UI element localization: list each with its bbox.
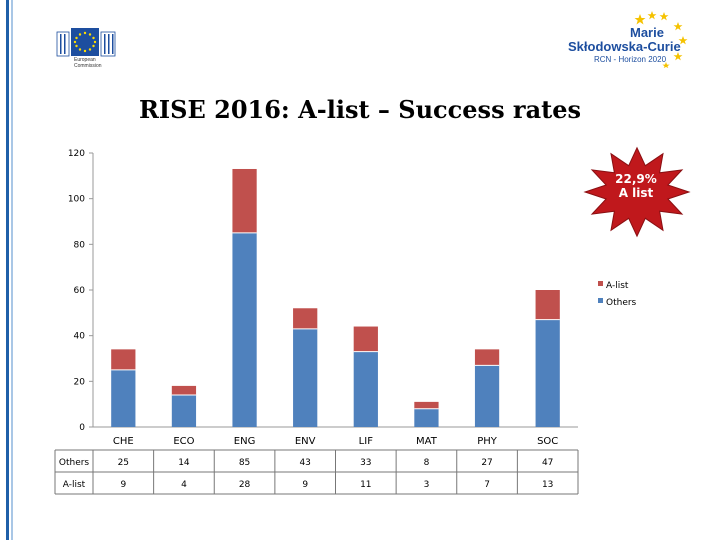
x-tick-label: ENV bbox=[295, 436, 316, 447]
x-tick-label: ECO bbox=[173, 436, 194, 447]
bar-others bbox=[111, 369, 136, 427]
left-border bbox=[0, 0, 18, 540]
x-tick-label: ENG bbox=[234, 436, 256, 447]
burst-percentage: 22,9% bbox=[615, 172, 657, 186]
y-tick-label: 60 bbox=[74, 286, 86, 296]
marie-curie-title-line2: Skłodowska-Curie bbox=[568, 39, 681, 54]
ec-line2: Commission bbox=[74, 63, 102, 69]
marie-curie-subtitle: RCN - Horizon 2020 bbox=[594, 55, 667, 64]
table-cell: 33 bbox=[360, 458, 371, 468]
x-tick-label: LIF bbox=[359, 436, 374, 447]
y-tick-label: 20 bbox=[74, 377, 86, 387]
left-border-stripe bbox=[6, 0, 9, 540]
y-tick-label: 0 bbox=[79, 423, 85, 433]
legend-swatch bbox=[598, 281, 603, 286]
bar-alist bbox=[171, 385, 197, 396]
stacked-bar-chart: 0 20 40 60 80 100 120 CHE ECO ENG ENV LIF MAT PHY SOC A… bbox=[54, 146, 691, 495]
y-tick-label: 40 bbox=[74, 332, 86, 342]
table-cell: 11 bbox=[360, 480, 371, 490]
european-commission-text: European Commission bbox=[74, 57, 102, 69]
marie-curie-title-line1: Marie bbox=[630, 25, 664, 40]
legend-label: Others bbox=[606, 298, 637, 308]
bar-others bbox=[353, 351, 378, 427]
bar-alist bbox=[232, 168, 257, 233]
bar-others bbox=[232, 232, 257, 427]
table-cell: 8 bbox=[424, 458, 430, 468]
table-cell: 14 bbox=[178, 458, 190, 468]
x-tick-label: SOC bbox=[537, 436, 558, 447]
table-row-label: Others bbox=[59, 458, 90, 468]
table-cell: 28 bbox=[239, 480, 251, 490]
x-tick-label: CHE bbox=[113, 436, 134, 447]
table-cell: 85 bbox=[239, 458, 250, 468]
table-row-label: A-list bbox=[63, 480, 86, 490]
table-cell: 9 bbox=[120, 480, 126, 490]
y-tick-label: 120 bbox=[68, 149, 85, 159]
bar-others bbox=[474, 365, 500, 427]
table-cell: 43 bbox=[299, 458, 310, 468]
bar-others bbox=[293, 328, 318, 427]
marie-curie-stars-icon bbox=[634, 11, 688, 68]
bar-others bbox=[414, 408, 439, 427]
x-tick-label: MAT bbox=[416, 436, 438, 447]
bar-alist bbox=[414, 401, 439, 409]
table-cell: 9 bbox=[302, 480, 308, 490]
table-cell: 4 bbox=[181, 480, 187, 490]
left-border-stripe-light bbox=[11, 0, 13, 540]
starburst-callout bbox=[583, 146, 691, 238]
bar-others bbox=[171, 395, 197, 427]
table-cell: 27 bbox=[481, 458, 492, 468]
table-cell: 25 bbox=[118, 458, 129, 468]
y-tick-label: 80 bbox=[74, 240, 86, 250]
table-cell: 47 bbox=[542, 458, 553, 468]
european-commission-logo bbox=[56, 28, 116, 57]
bar-alist bbox=[293, 308, 318, 329]
slide-title: RISE 2016: A-list – Success rates bbox=[138, 95, 581, 124]
ec-line1: European bbox=[74, 57, 96, 63]
bar-alist bbox=[353, 326, 378, 352]
burst-label: 22,9% A list bbox=[590, 172, 682, 200]
table-cell: 7 bbox=[484, 480, 490, 490]
x-tick-label: PHY bbox=[477, 436, 498, 447]
bar-alist bbox=[474, 349, 500, 366]
bar-alist bbox=[111, 349, 136, 370]
legend-label: A-list bbox=[606, 281, 629, 291]
table-cell: 13 bbox=[542, 480, 553, 490]
bar-alist bbox=[535, 290, 560, 320]
burst-caption: A list bbox=[618, 186, 654, 200]
bar-others bbox=[535, 319, 560, 427]
legend-swatch bbox=[598, 298, 603, 303]
y-tick-label: 100 bbox=[68, 195, 85, 205]
table-cell: 3 bbox=[424, 480, 430, 490]
